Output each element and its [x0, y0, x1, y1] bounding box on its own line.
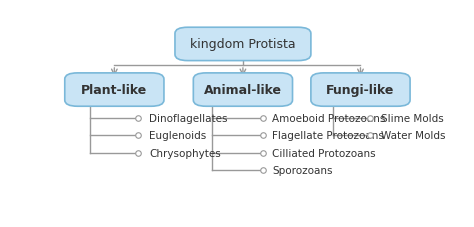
Text: Amoeboid Protozoans: Amoeboid Protozoans [272, 113, 386, 123]
Text: Plant-like: Plant-like [81, 84, 147, 97]
Text: Fungi-like: Fungi-like [326, 84, 395, 97]
Text: Flagellate Protozoans: Flagellate Protozoans [272, 131, 384, 141]
FancyBboxPatch shape [65, 74, 164, 107]
Text: Cilliated Protozoans: Cilliated Protozoans [272, 148, 376, 158]
Text: Chrysophytes: Chrysophytes [149, 148, 221, 158]
Text: Animal-like: Animal-like [204, 84, 282, 97]
Text: Euglenoids: Euglenoids [149, 131, 207, 141]
Text: Dinoflagellates: Dinoflagellates [149, 113, 228, 123]
Text: Slime Molds: Slime Molds [381, 113, 444, 123]
FancyBboxPatch shape [193, 74, 292, 107]
Text: kingdom Protista: kingdom Protista [190, 38, 296, 51]
FancyBboxPatch shape [175, 28, 311, 61]
Text: Sporozoans: Sporozoans [272, 165, 333, 175]
Text: Water Molds: Water Molds [381, 131, 445, 141]
FancyBboxPatch shape [311, 74, 410, 107]
